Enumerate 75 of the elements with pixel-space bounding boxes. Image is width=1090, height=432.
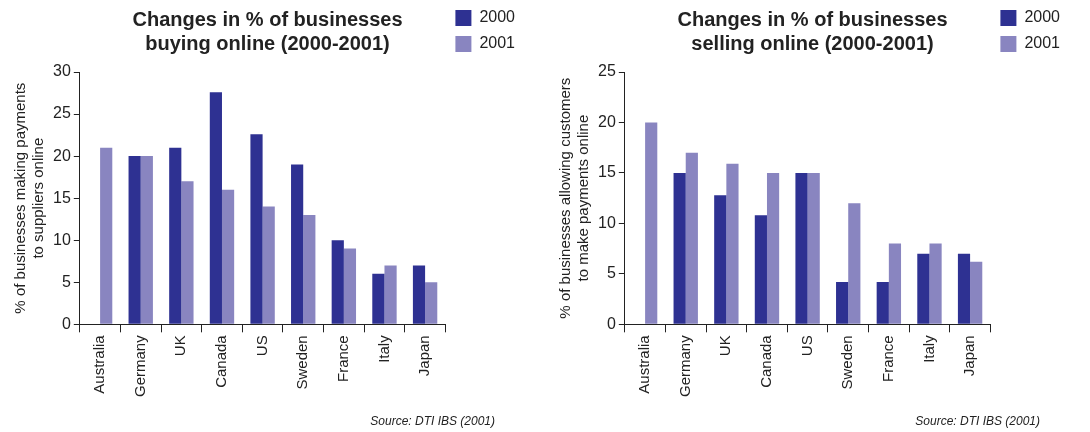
bar [929, 243, 942, 324]
bar [726, 163, 739, 324]
y-tick-label: 0 [61, 314, 71, 332]
bar [766, 172, 780, 324]
bar [848, 203, 861, 324]
y-tick-label: 20 [53, 146, 71, 164]
bar [221, 189, 235, 324]
y-tick-label: 20 [598, 112, 616, 130]
x-tick-label: UK [716, 335, 734, 357]
x-tick-label: Sweden [838, 335, 856, 390]
y-tick-label: 25 [598, 62, 616, 80]
bar [169, 147, 182, 324]
bar [888, 243, 902, 324]
x-tick-label: UK [171, 335, 189, 357]
x-tick-label: Sweden [293, 335, 311, 390]
x-tick-label: US [252, 335, 270, 357]
x-tick-label: Japan [415, 335, 433, 377]
legend-label: 2001 [479, 34, 516, 52]
source-note: Source: DTI IBS (2001) [370, 414, 495, 428]
bar [754, 215, 767, 324]
bar [836, 281, 849, 324]
x-tick-label: Germany [130, 334, 148, 397]
legend-label: 2000 [1024, 8, 1061, 26]
bar [645, 122, 658, 324]
chart-title: Changes in % of businesses selling online (2000-2001) [677, 7, 948, 54]
x-tick-label: Italy [919, 334, 937, 363]
y-tick-label: 10 [53, 230, 71, 248]
bar [957, 253, 971, 324]
bar [876, 281, 889, 324]
bar [291, 164, 304, 324]
y-tick-label: 0 [606, 314, 616, 332]
y-tick-label: 25 [53, 104, 71, 122]
bar [372, 273, 385, 324]
bar [714, 195, 727, 324]
x-tick-label: Canada [212, 334, 230, 388]
bar [685, 152, 698, 324]
y-tick-label: 30 [53, 62, 71, 80]
x-tick-label: Japan [960, 335, 978, 377]
bar [425, 282, 438, 324]
chart-title: Changes in % of businesses buying online (2000-2001) [132, 7, 403, 54]
x-tick-label: France [333, 335, 351, 382]
y-tick-label: 10 [598, 213, 616, 231]
bar [807, 172, 820, 324]
x-tick-label: Germany [675, 334, 693, 397]
bar [262, 206, 275, 324]
x-tick-label: Italy [374, 334, 392, 363]
bar [209, 92, 222, 324]
legend-label: 2000 [479, 8, 516, 26]
y-axis-title: % of businesses allowing customers to make payments online [556, 77, 592, 319]
bar [140, 156, 153, 324]
y-tick-label: 15 [53, 188, 71, 206]
x-tick-label: Australia [635, 334, 653, 394]
bar [331, 240, 344, 324]
bar [128, 156, 141, 324]
bar [917, 253, 930, 324]
bar [100, 147, 113, 324]
bar [181, 181, 194, 324]
legend-label: 2001 [1024, 34, 1061, 52]
bar [795, 172, 808, 324]
bar [303, 214, 316, 324]
x-tick-label: Australia [90, 334, 108, 394]
bar [673, 172, 686, 324]
x-tick-label: US [797, 335, 815, 357]
bar [412, 265, 426, 324]
y-axis-title: % of businesses making payments to suppliers online [11, 82, 47, 314]
y-tick-label: 5 [606, 264, 616, 282]
bar [970, 261, 983, 324]
bar [384, 265, 397, 324]
bar [343, 248, 357, 324]
source-note: Source: DTI IBS (2001) [915, 414, 1040, 428]
x-tick-label: France [878, 335, 896, 382]
y-tick-label: 15 [598, 163, 616, 181]
y-tick-label: 5 [61, 272, 71, 290]
x-tick-label: Canada [757, 334, 775, 388]
bar [250, 134, 263, 324]
